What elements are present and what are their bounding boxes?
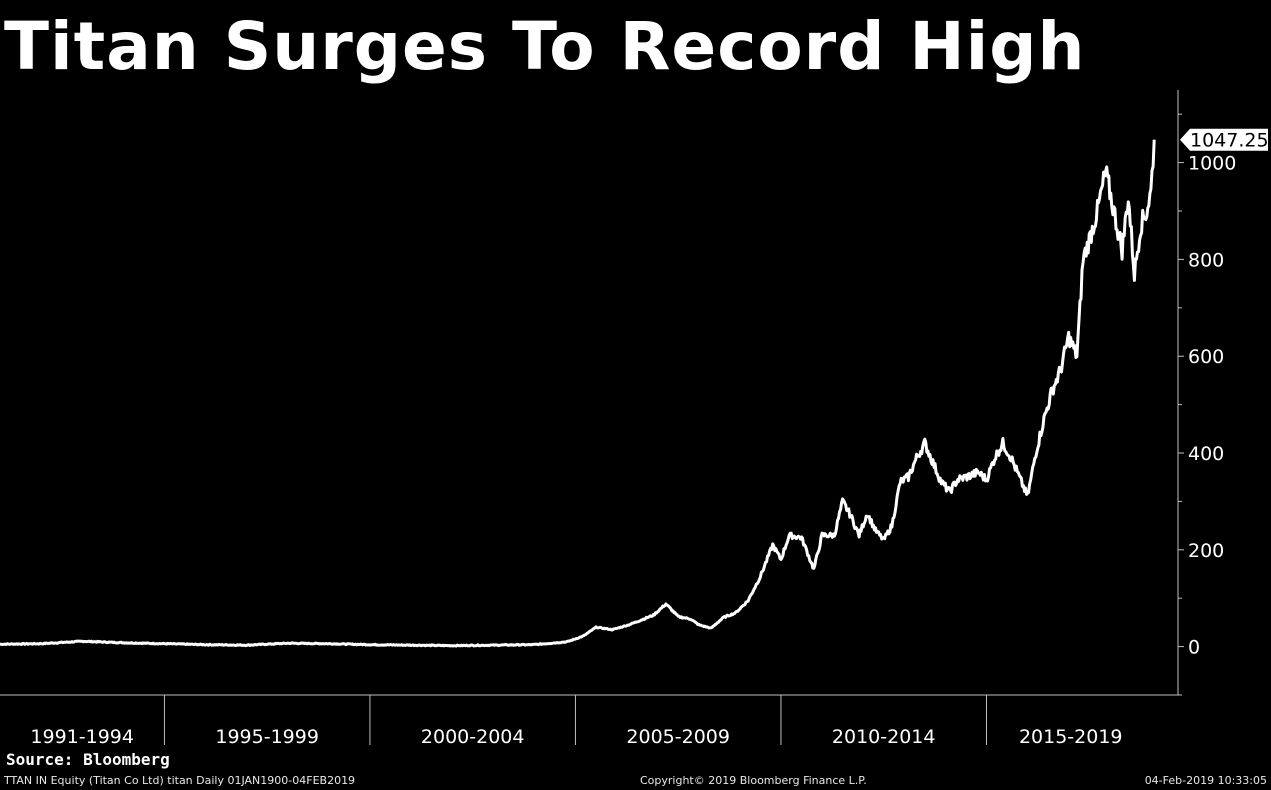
x-group-label: 2005-2009 <box>626 726 730 748</box>
last-value-label: 1047.25 <box>1190 130 1269 152</box>
footer-ticker-info: TTAN IN Equity (Titan Co Ltd) titan Dail… <box>4 774 356 787</box>
y-tick-label: 400 <box>1188 443 1224 465</box>
axes <box>0 90 1184 745</box>
x-group-label: 2010-2014 <box>832 726 936 748</box>
last-value-callout: 1047.25 <box>1180 128 1269 152</box>
chart-title: Titan Surges To Record High <box>4 8 1086 85</box>
x-group-label: 1995-1999 <box>215 726 319 748</box>
y-tick-label: 600 <box>1188 346 1224 368</box>
x-group-label: 1991-1994 <box>30 726 134 748</box>
last-value-box <box>1180 128 1268 151</box>
y-tick-label: 800 <box>1188 249 1224 271</box>
series-line <box>0 139 1156 648</box>
x-group-label: 2000-2004 <box>421 726 525 748</box>
y-tick-label: 0 <box>1188 637 1200 659</box>
footer-copyright: Copyright© 2019 Bloomberg Finance L.P. <box>640 774 867 787</box>
y-tick-label: 1000 <box>1188 153 1236 175</box>
series-layer <box>0 139 1156 648</box>
x-group-label: 2015-2019 <box>1019 726 1123 748</box>
source-label: Source: Bloomberg <box>6 750 170 769</box>
footer-timestamp: 04-Feb-2019 10:33:05 <box>1144 774 1267 787</box>
labels-layer: 0 200 400 600 800 1000 1991-1994 1995-1999 2000-… <box>30 128 1269 748</box>
y-tick-label: 200 <box>1188 540 1224 562</box>
